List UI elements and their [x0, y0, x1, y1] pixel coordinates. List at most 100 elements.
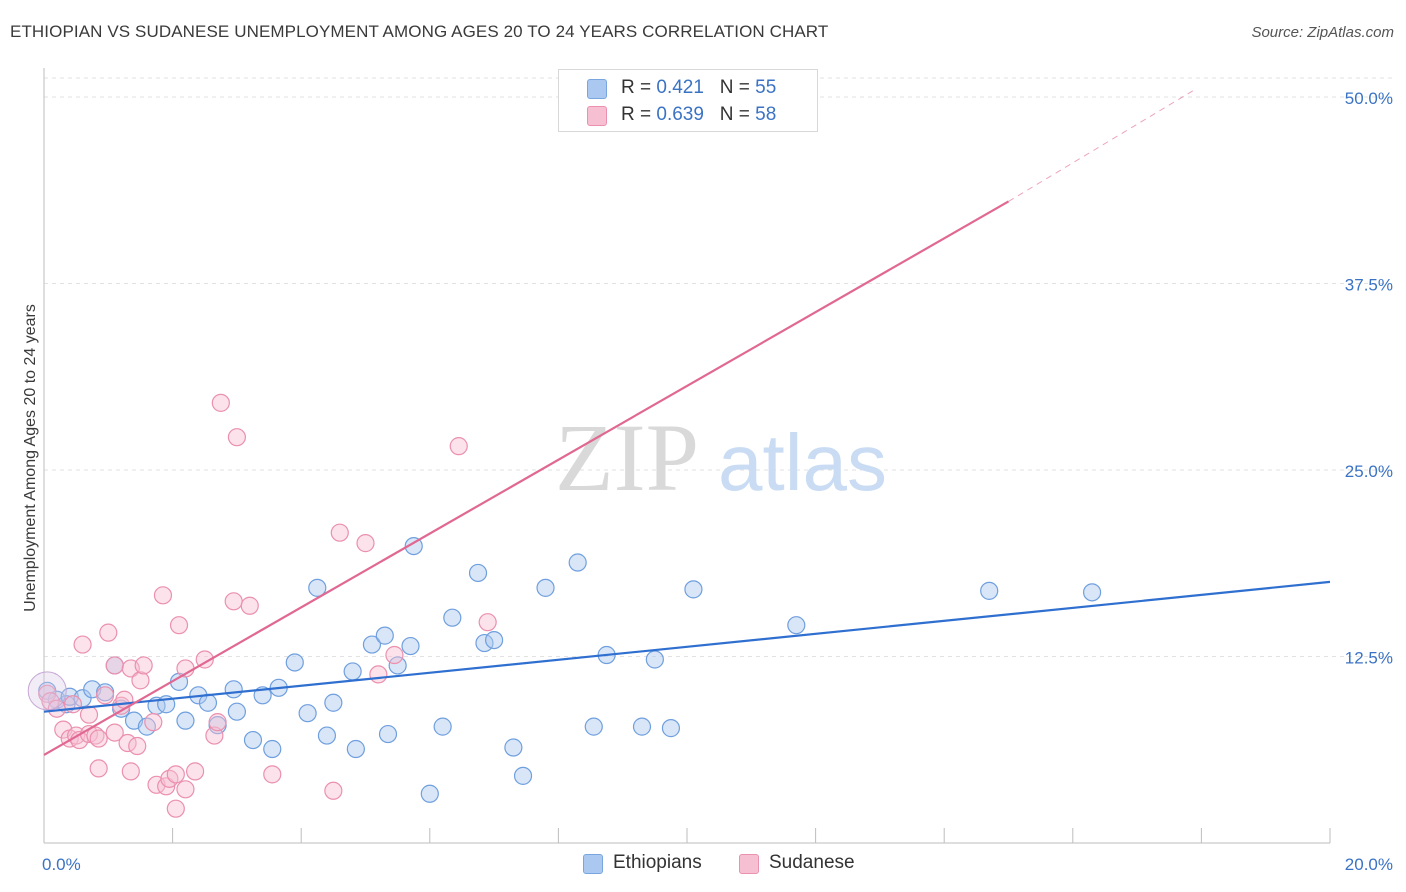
- data-point: [153, 586, 173, 605]
- data-point: [356, 534, 375, 553]
- data-point: [584, 717, 603, 736]
- trend-line-ethiopians: [43, 580, 1331, 713]
- data-point: [485, 630, 504, 650]
- data-point: [324, 781, 343, 800]
- data-point: [224, 592, 243, 611]
- data-points: [27, 393, 1102, 818]
- data-point: [86, 726, 105, 745]
- data-point: [208, 713, 227, 732]
- y-tick-label: 37.5%: [1345, 276, 1393, 295]
- data-point: [99, 623, 118, 642]
- trend-lines: [43, 89, 1331, 756]
- legend-swatch-ethiopians: [587, 79, 607, 99]
- data-point: [298, 704, 317, 723]
- data-point: [308, 578, 327, 597]
- data-point: [375, 626, 394, 645]
- trend-extension-sudanese: [1008, 89, 1196, 202]
- data-point: [343, 662, 362, 681]
- n-label: N =: [719, 104, 756, 125]
- legend-swatch-ethiopians: [583, 854, 603, 874]
- r-label: R =: [621, 77, 657, 98]
- data-point: [632, 717, 652, 736]
- trend-line-sudanese: [43, 200, 1010, 756]
- legend-swatch-sudanese: [739, 854, 759, 874]
- legend-label-ethiopians: Ethiopians: [613, 852, 702, 873]
- data-point: [121, 762, 140, 781]
- watermark-zip: ZIP: [555, 404, 699, 511]
- data-point: [263, 765, 282, 784]
- data-point: [227, 428, 246, 447]
- data-point: [195, 650, 214, 669]
- data-point: [263, 739, 282, 759]
- data-point: [433, 717, 452, 736]
- data-point: [478, 613, 497, 632]
- data-point: [134, 656, 153, 675]
- data-point: [568, 553, 587, 572]
- legend-swatch-sudanese: [587, 106, 607, 126]
- data-point: [468, 563, 488, 583]
- watermark-atlas: atlas: [718, 418, 887, 507]
- series-legend: Ethiopians Sudanese: [0, 852, 1406, 878]
- data-point: [404, 536, 423, 556]
- y-tick-label: 12.5%: [1345, 649, 1393, 668]
- data-point: [131, 671, 150, 690]
- source-label: Source: ZipAtlas.com: [1251, 24, 1394, 41]
- data-point: [513, 766, 533, 785]
- r-value: 0.421: [656, 77, 704, 98]
- data-point: [536, 578, 555, 597]
- y-tick-label: 50.0%: [1345, 89, 1393, 108]
- data-point: [661, 719, 681, 738]
- data-point: [176, 780, 195, 799]
- chart-title: ETHIOPIAN VS SUDANESE UNEMPLOYMENT AMONG…: [10, 22, 829, 41]
- data-point: [504, 738, 523, 757]
- data-point: [285, 653, 304, 672]
- data-point: [787, 616, 806, 635]
- data-point: [169, 616, 189, 635]
- data-point: [205, 726, 224, 745]
- r-label: R =: [621, 104, 657, 125]
- data-point: [224, 680, 243, 699]
- data-point: [980, 581, 999, 600]
- data-point: [211, 393, 230, 412]
- data-point: [95, 686, 115, 705]
- data-point: [176, 711, 195, 730]
- tick-labels: 12.5% 25.0% 37.5% 50.0% 0.0% 20.0%: [42, 89, 1393, 874]
- x-tick-label: 0.0%: [42, 855, 81, 874]
- data-point: [362, 635, 382, 654]
- data-point: [684, 580, 703, 599]
- data-point: [105, 656, 124, 675]
- data-point: [89, 759, 108, 778]
- data-point: [369, 665, 388, 684]
- data-point: [166, 765, 185, 784]
- data-point: [73, 635, 92, 654]
- data-point: [420, 784, 439, 803]
- series-ethiopians: [38, 536, 1102, 803]
- y-tick-label: 25.0%: [1345, 462, 1393, 481]
- n-value: 58: [755, 104, 777, 125]
- data-point: [324, 693, 343, 712]
- n-value: 55: [755, 77, 777, 98]
- correlation-legend: R = 0.421 N = 55 R = 0.639 N = 58: [558, 69, 818, 132]
- data-point: [443, 608, 462, 627]
- data-point: [346, 739, 365, 759]
- data-point: [144, 713, 163, 732]
- data-point: [645, 650, 664, 669]
- n-label: N =: [719, 77, 756, 98]
- data-point: [243, 730, 263, 750]
- data-point: [128, 736, 147, 756]
- data-point-cluster: [27, 671, 67, 711]
- data-point: [240, 596, 259, 615]
- data-point: [166, 799, 185, 818]
- legend-label-sudanese: Sudanese: [769, 852, 855, 873]
- data-point: [378, 724, 398, 744]
- data-point: [449, 437, 468, 456]
- data-point: [89, 729, 108, 748]
- data-point: [385, 645, 404, 665]
- axes: [43, 68, 1331, 844]
- data-point: [401, 636, 420, 656]
- x-tick-label: 20.0%: [1345, 855, 1393, 874]
- data-point: [330, 523, 349, 542]
- watermark: ZIP atlas: [555, 404, 887, 511]
- data-point: [388, 656, 407, 675]
